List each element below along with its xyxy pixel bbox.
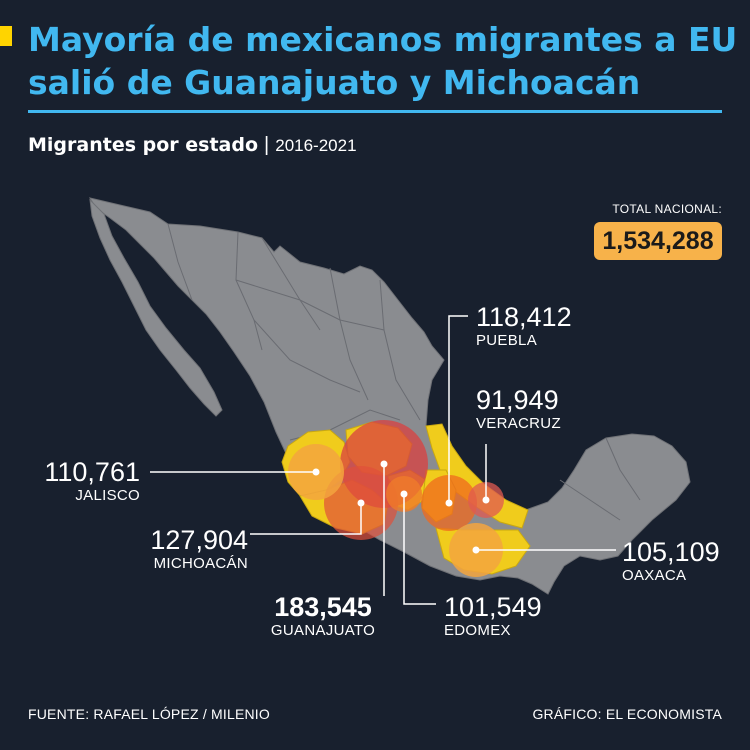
name-michoacan: MICHOACÁN <box>153 555 248 572</box>
value-puebla: 118,412 <box>476 302 572 332</box>
total-label: TOTAL NACIONAL: <box>612 202 722 216</box>
leader-lines <box>150 315 616 605</box>
value-jalisco: 110,761 <box>44 457 140 487</box>
footer-source: FUENTE: RAFAEL LÓPEZ / MILENIO <box>28 706 270 722</box>
leader-edomex <box>403 494 436 605</box>
label-puebla: 118,412 PUEBLA <box>476 302 596 350</box>
value-oaxaca: 105,109 <box>622 537 720 567</box>
label-michoacan: 127,904 MICHOACÁN <box>110 525 248 573</box>
value-michoacan: 127,904 <box>150 525 248 555</box>
name-oaxaca: OAXACA <box>622 567 687 584</box>
footer-credit: GRÁFICO: EL ECONOMISTA <box>532 706 722 722</box>
label-jalisco: 110,761 JALISCO <box>28 457 140 505</box>
label-guanajuato: 183,545 GUANAJUATO <box>258 592 388 640</box>
baja-peninsula <box>89 198 223 417</box>
subtitle-main: Migrantes por estado <box>28 134 259 156</box>
name-puebla: PUEBLA <box>476 332 537 349</box>
page-title: Mayoría de mexicanos migrantes a EU sali… <box>28 20 738 102</box>
name-edomex: EDOMEX <box>444 622 511 639</box>
label-oaxaca: 105,109 OAXACA <box>622 537 742 585</box>
name-veracruz: VERACRUZ <box>476 415 561 432</box>
mexico-mainland <box>88 197 691 595</box>
name-jalisco: JALISCO <box>75 487 140 504</box>
name-guanajuato: GUANAJUATO <box>270 622 376 639</box>
leader-michoacan <box>250 503 362 535</box>
leader-puebla <box>448 315 468 503</box>
label-veracruz: 91,949 VERACRUZ <box>476 385 596 433</box>
subtitle-period: 2016-2021 <box>275 136 357 155</box>
value-guanajuato: 183,545 <box>274 592 372 622</box>
subtitle-separator: | <box>264 134 270 156</box>
title-accent-bar <box>0 26 12 46</box>
value-veracruz: 91,949 <box>476 385 559 415</box>
total-value-badge: 1,534,288 <box>594 222 722 260</box>
title-divider <box>28 110 722 113</box>
label-edomex: 101,549 EDOMEX <box>444 592 564 640</box>
value-edomex: 101,549 <box>444 592 542 622</box>
subtitle: Migrantes por estado | 2016-2021 <box>28 134 357 157</box>
